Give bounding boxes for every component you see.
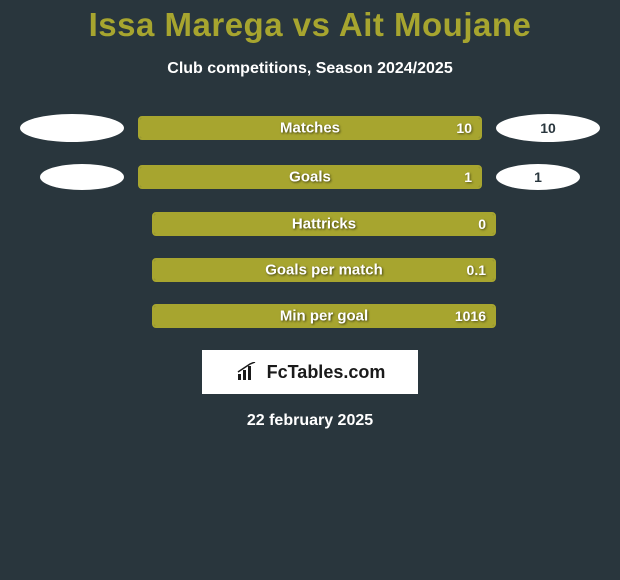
- bar-value-right: 1: [464, 169, 472, 185]
- subtitle: Club competitions, Season 2024/2025: [0, 60, 620, 78]
- stat-bar: Goals per match 0.1: [152, 258, 496, 282]
- bar-label: Hattricks: [292, 216, 356, 233]
- page-title: Issa Marega vs Ait Moujane: [0, 6, 620, 44]
- bar-label: Goals: [289, 169, 331, 186]
- stat-bar: Min per goal 1016: [152, 304, 496, 328]
- bar-label: Min per goal: [280, 308, 368, 325]
- stat-row: Matches 10 10: [0, 114, 620, 142]
- left-pill: [20, 114, 124, 142]
- bar-value-right: 1016: [455, 308, 486, 324]
- stats-list: Matches1010Goals11Hattricks0Goals per ma…: [0, 114, 620, 328]
- stat-bar: Matches 10: [138, 116, 482, 140]
- bar-value-right: 10: [456, 120, 472, 136]
- bar-label: Matches: [280, 120, 340, 137]
- bar-value-right: 0: [478, 216, 486, 232]
- stat-bar: Goals 1: [138, 165, 482, 189]
- logo-text: FcTables.com: [267, 362, 386, 383]
- comparison-card: Issa Marega vs Ait Moujane Club competit…: [0, 0, 620, 430]
- bar-value-right: 0.1: [467, 262, 486, 278]
- stat-bar: Hattricks 0: [152, 212, 496, 236]
- stat-row: Hattricks0: [138, 212, 482, 236]
- date: 22 february 2025: [0, 412, 620, 430]
- logo-box[interactable]: FcTables.com: [202, 350, 418, 394]
- stat-row: Goals per match0.1: [138, 258, 482, 282]
- stat-row: Min per goal1016: [138, 304, 482, 328]
- bar-label: Goals per match: [265, 262, 383, 279]
- stat-row: Goals 1 1: [0, 164, 620, 190]
- right-pill: 10: [496, 114, 600, 142]
- left-pill: [40, 164, 124, 190]
- logo-chart-icon: [235, 362, 263, 382]
- right-pill: 1: [496, 164, 580, 190]
